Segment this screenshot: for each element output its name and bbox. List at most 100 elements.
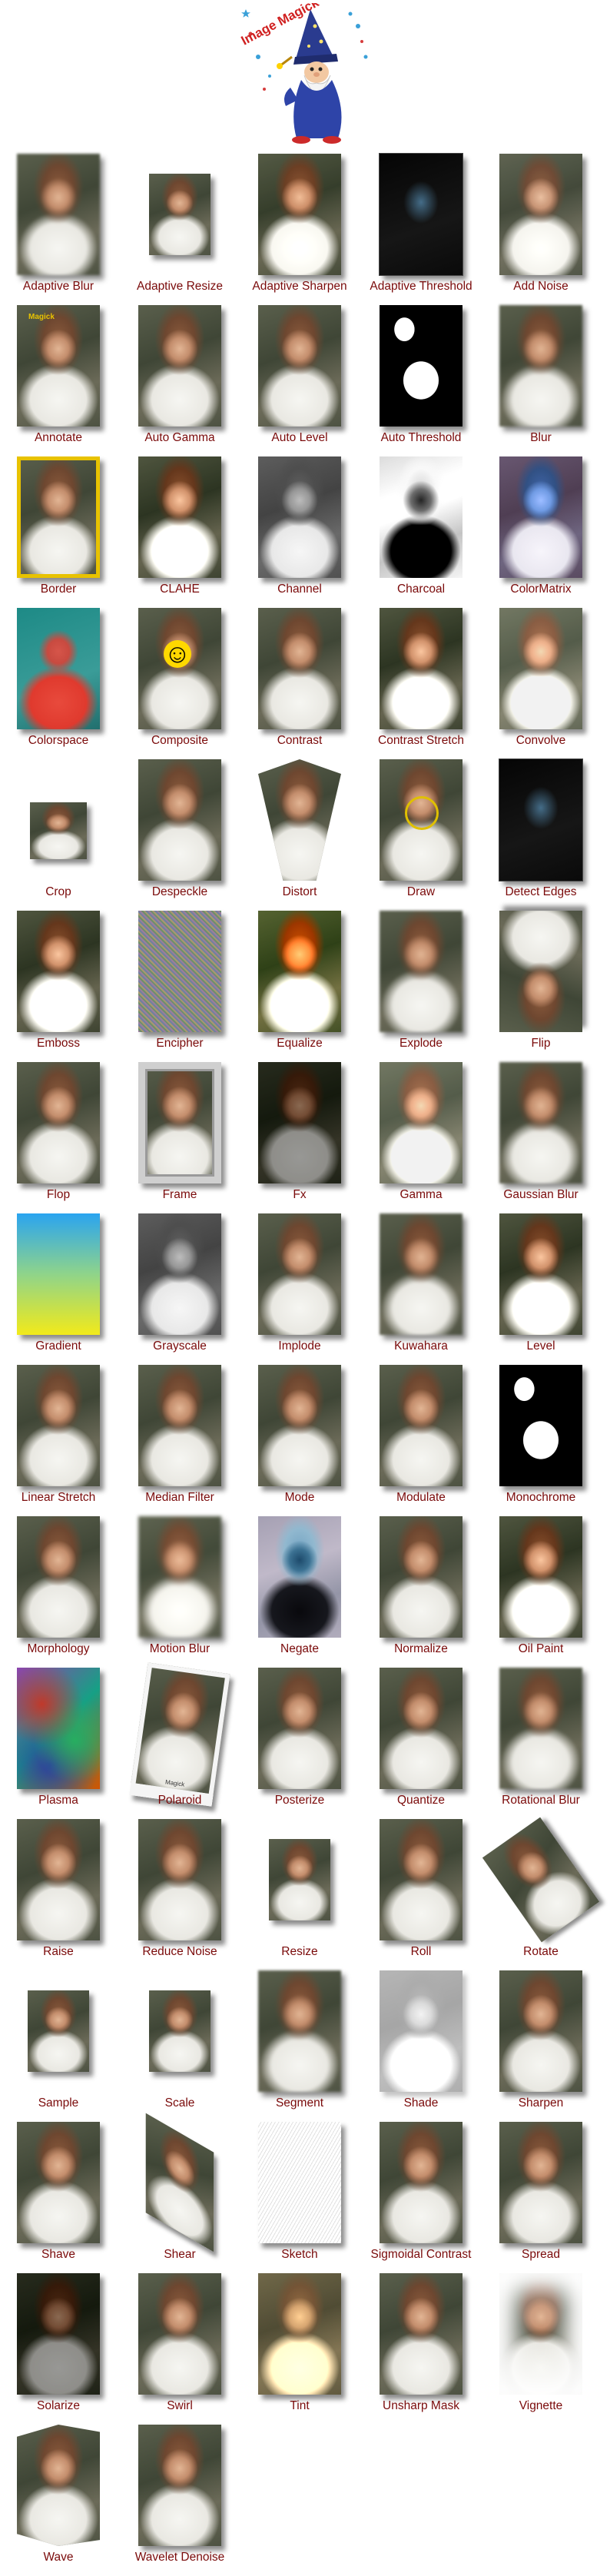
effect-label[interactable]: CLAHE bbox=[160, 583, 200, 596]
effect-tile-equalize[interactable]: Equalize bbox=[239, 908, 360, 1059]
effect-label[interactable]: Linear Stretch bbox=[21, 1491, 96, 1504]
effect-label[interactable]: Vignette bbox=[519, 2399, 563, 2412]
effect-tile-border[interactable]: Border bbox=[0, 453, 119, 605]
effect-label[interactable]: Detect Edges bbox=[505, 885, 577, 898]
effect-tile-adaptive-blur[interactable]: Adaptive Blur bbox=[0, 151, 119, 302]
effect-tile-polaroid[interactable]: Magick Polaroid bbox=[119, 1662, 240, 1816]
effect-label[interactable]: Spread bbox=[522, 2248, 560, 2261]
effect-thumbnail[interactable] bbox=[380, 2122, 462, 2243]
effect-tile-adaptive-resize[interactable]: Adaptive Resize bbox=[119, 151, 240, 302]
effect-label[interactable]: Despeckle bbox=[151, 885, 208, 898]
effect-tile-shave[interactable]: Shave bbox=[0, 2119, 119, 2270]
effect-thumbnail[interactable] bbox=[138, 911, 221, 1032]
effect-label[interactable]: Sharpen bbox=[518, 2096, 564, 2110]
effect-tile-annotate[interactable]: Magick Annotate bbox=[0, 302, 119, 453]
effect-tile-spread[interactable]: Spread bbox=[480, 2119, 602, 2270]
effect-tile-convolve[interactable]: Convolve bbox=[480, 605, 602, 756]
effect-label[interactable]: Shave bbox=[41, 2248, 75, 2261]
effect-thumbnail[interactable] bbox=[499, 1970, 582, 2092]
effect-tile-crop[interactable]: Crop bbox=[0, 756, 119, 908]
effect-tile-adaptive-threshold[interactable]: Adaptive Threshold bbox=[360, 151, 482, 302]
effect-label[interactable]: Polaroid bbox=[157, 1794, 202, 1807]
effect-label[interactable]: Annotate bbox=[34, 431, 83, 444]
effect-tile-clahe[interactable]: CLAHE bbox=[119, 453, 240, 605]
effect-label[interactable]: Posterize bbox=[274, 1794, 325, 1807]
effect-label[interactable]: Rotational Blur bbox=[502, 1794, 580, 1807]
effect-thumbnail[interactable] bbox=[499, 1062, 582, 1183]
effect-label[interactable]: Negate bbox=[280, 1642, 319, 1655]
effect-label[interactable]: Shear bbox=[164, 2248, 196, 2261]
effect-label[interactable]: Adaptive Sharpen bbox=[252, 280, 347, 293]
effect-thumbnail[interactable] bbox=[380, 1516, 462, 1638]
effect-label[interactable]: Grayscale bbox=[153, 1339, 207, 1353]
effect-thumbnail[interactable] bbox=[380, 456, 462, 578]
effect-thumbnail[interactable] bbox=[269, 1839, 330, 1920]
effect-thumbnail[interactable] bbox=[380, 2273, 462, 2395]
effect-label[interactable]: Gaussian Blur bbox=[503, 1188, 579, 1201]
effect-thumbnail[interactable] bbox=[380, 1668, 462, 1789]
effect-tile-posterize[interactable]: Posterize bbox=[239, 1665, 360, 1816]
effect-thumbnail[interactable] bbox=[258, 305, 341, 427]
effect-tile-oil-paint[interactable]: Oil Paint bbox=[480, 1513, 602, 1665]
effect-thumbnail[interactable] bbox=[17, 305, 100, 427]
effect-label[interactable]: Auto Level bbox=[271, 431, 328, 444]
effect-thumbnail[interactable] bbox=[258, 1062, 341, 1183]
effect-thumbnail[interactable] bbox=[258, 1516, 341, 1638]
effect-thumbnail[interactable] bbox=[499, 305, 582, 427]
effect-tile-kuwahara[interactable]: Kuwahara bbox=[360, 1210, 482, 1362]
effect-label[interactable]: Kuwahara bbox=[394, 1339, 448, 1353]
effect-thumbnail[interactable] bbox=[30, 802, 87, 859]
effect-label[interactable]: Emboss bbox=[37, 1037, 80, 1050]
effect-tile-auto-level[interactable]: Auto Level bbox=[239, 302, 360, 453]
effect-thumbnail[interactable] bbox=[499, 608, 582, 729]
effect-thumbnail[interactable] bbox=[17, 1819, 100, 1940]
effect-label[interactable]: Sample bbox=[38, 2096, 79, 2110]
effect-thumbnail[interactable] bbox=[17, 1516, 100, 1638]
effect-thumbnail[interactable] bbox=[149, 1990, 211, 2072]
effect-thumbnail[interactable] bbox=[138, 456, 221, 578]
effect-tile-shade[interactable]: Shade bbox=[360, 1967, 482, 2119]
effect-thumbnail[interactable] bbox=[380, 1970, 462, 2092]
effect-tile-plasma[interactable]: Plasma bbox=[0, 1665, 119, 1816]
effect-thumbnail[interactable] bbox=[17, 1365, 100, 1486]
effect-tile-auto-gamma[interactable]: Auto Gamma bbox=[119, 302, 240, 453]
effect-tile-rotational-blur[interactable]: Rotational Blur bbox=[480, 1665, 602, 1816]
effect-thumbnail[interactable] bbox=[499, 1213, 582, 1335]
effect-thumbnail[interactable] bbox=[17, 2425, 100, 2546]
effect-thumbnail[interactable] bbox=[258, 608, 341, 729]
effect-thumbnail[interactable] bbox=[138, 1365, 221, 1486]
effect-thumbnail[interactable] bbox=[138, 608, 221, 729]
effect-label[interactable]: Encipher bbox=[156, 1037, 204, 1050]
effect-thumbnail[interactable] bbox=[28, 1990, 89, 2072]
effect-thumbnail[interactable] bbox=[138, 1213, 221, 1335]
effect-thumbnail[interactable] bbox=[17, 608, 100, 729]
effect-label[interactable]: Adaptive Resize bbox=[136, 280, 223, 293]
effect-label[interactable]: Blur bbox=[530, 431, 552, 444]
effect-thumbnail[interactable] bbox=[138, 1516, 221, 1638]
effect-label[interactable]: Channel bbox=[277, 583, 322, 596]
effect-label[interactable]: Swirl bbox=[167, 2399, 193, 2412]
effect-tile-grayscale[interactable]: Grayscale bbox=[119, 1210, 240, 1362]
effect-tile-contrast-stretch[interactable]: Contrast Stretch bbox=[360, 605, 482, 756]
effect-label[interactable]: Adaptive Threshold bbox=[370, 280, 472, 293]
effect-thumbnail[interactable] bbox=[499, 2273, 582, 2395]
effect-label[interactable]: Roll bbox=[410, 1945, 432, 1958]
effect-label[interactable]: Frame bbox=[162, 1188, 197, 1201]
effect-thumbnail[interactable] bbox=[138, 759, 221, 881]
effect-label[interactable]: Solarize bbox=[37, 2399, 80, 2412]
effect-thumbnail[interactable] bbox=[380, 1819, 462, 1940]
effect-tile-tint[interactable]: Tint bbox=[239, 2270, 360, 2422]
effect-tile-median-filter[interactable]: Median Filter bbox=[119, 1362, 240, 1513]
effect-label[interactable]: Scale bbox=[164, 2096, 195, 2110]
effect-tile-gamma[interactable]: Gamma bbox=[360, 1059, 482, 1210]
effect-tile-unsharp-mask[interactable]: Unsharp Mask bbox=[360, 2270, 482, 2422]
effect-tile-adaptive-sharpen[interactable]: Adaptive Sharpen bbox=[239, 151, 360, 302]
effect-tile-add-noise[interactable]: Add Noise bbox=[480, 151, 602, 302]
effect-label[interactable]: Plasma bbox=[38, 1794, 78, 1807]
effect-label[interactable]: Rotate bbox=[523, 1945, 559, 1958]
effect-label[interactable]: Flip bbox=[531, 1037, 551, 1050]
effect-label[interactable]: Monochrome bbox=[506, 1491, 576, 1504]
effect-tile-distort[interactable]: Distort bbox=[239, 756, 360, 908]
effect-tile-implode[interactable]: Implode bbox=[239, 1210, 360, 1362]
effect-label[interactable]: Crop bbox=[45, 885, 71, 898]
